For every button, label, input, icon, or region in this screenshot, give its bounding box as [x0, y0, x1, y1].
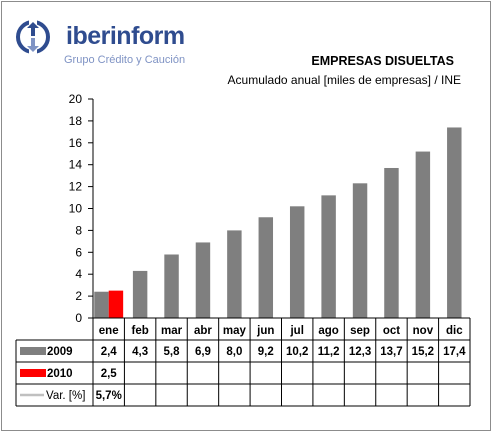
category-label: oct	[383, 325, 400, 337]
y-tick-label: 20	[69, 92, 83, 106]
legend-label: 2010	[47, 368, 73, 380]
circular-arrows-logo-icon	[16, 18, 50, 56]
data-label: 10,2	[286, 346, 308, 358]
data-label: 12,3	[349, 346, 371, 358]
legend-label: 2009	[47, 346, 73, 358]
chart-subtitle: Acumulado anual [miles de empresas] / IN…	[227, 73, 461, 87]
chart-title: EMPRESAS DISUELTAS	[311, 54, 454, 68]
data-label: 8,0	[226, 346, 242, 358]
y-tick-label: 16	[69, 136, 83, 150]
y-tick-label: 6	[75, 245, 82, 259]
y-tick-label: 2	[75, 289, 82, 303]
category-label: ene	[99, 325, 119, 337]
bar-2009	[289, 206, 305, 318]
category-label: jul	[289, 325, 303, 337]
data-label: 4,3	[132, 346, 148, 358]
y-tick-label: 14	[69, 158, 83, 172]
brand-name: iberinform	[66, 22, 185, 50]
bar-2009	[94, 291, 109, 318]
logo: iberinform Grupo Crédito y Caución	[14, 12, 204, 68]
legend-key-2009	[20, 347, 46, 355]
bar-2010	[108, 290, 124, 318]
category-label: jun	[256, 325, 274, 337]
bar-2009	[227, 230, 242, 318]
category-label: ago	[318, 325, 338, 337]
legend-label: Var. [%]	[46, 390, 85, 402]
bar-2009	[415, 151, 431, 318]
category-label: feb	[132, 325, 149, 337]
category-label: abr	[194, 325, 212, 337]
category-label: may	[223, 325, 247, 337]
data-label: 9,2	[258, 346, 274, 358]
data-label: 15,2	[412, 346, 434, 358]
bar-2009	[132, 270, 148, 318]
category-label: sep	[350, 325, 370, 337]
bar-2009	[321, 195, 336, 318]
data-label: 6,9	[195, 346, 211, 358]
data-label: 2,5	[101, 368, 118, 380]
data-label: 13,7	[380, 346, 402, 358]
bar-2009	[447, 127, 462, 318]
y-tick-label: 18	[69, 114, 83, 128]
y-tick-label: 8	[75, 223, 82, 237]
bar-2009	[258, 217, 274, 318]
data-label: 2,4	[101, 346, 118, 358]
data-label: 5,7%	[96, 390, 122, 402]
y-tick-label: 10	[69, 202, 83, 216]
bar-2009	[164, 254, 179, 318]
bar-2009	[384, 167, 399, 318]
data-label: 11,2	[318, 346, 340, 358]
category-label: mar	[161, 325, 183, 337]
bar-2009	[352, 183, 368, 318]
y-tick-label: 12	[69, 180, 83, 194]
data-label: 5,8	[164, 346, 181, 358]
y-tick-label: 0	[75, 311, 82, 325]
legend-key-2010	[20, 369, 46, 377]
brand-tagline: Grupo Crédito y Caución	[64, 54, 186, 66]
category-label: dic	[446, 325, 463, 337]
y-tick-label: 4	[75, 267, 82, 281]
data-label: 17,4	[443, 346, 466, 358]
category-label: nov	[413, 325, 434, 337]
bar-2009	[195, 242, 211, 318]
